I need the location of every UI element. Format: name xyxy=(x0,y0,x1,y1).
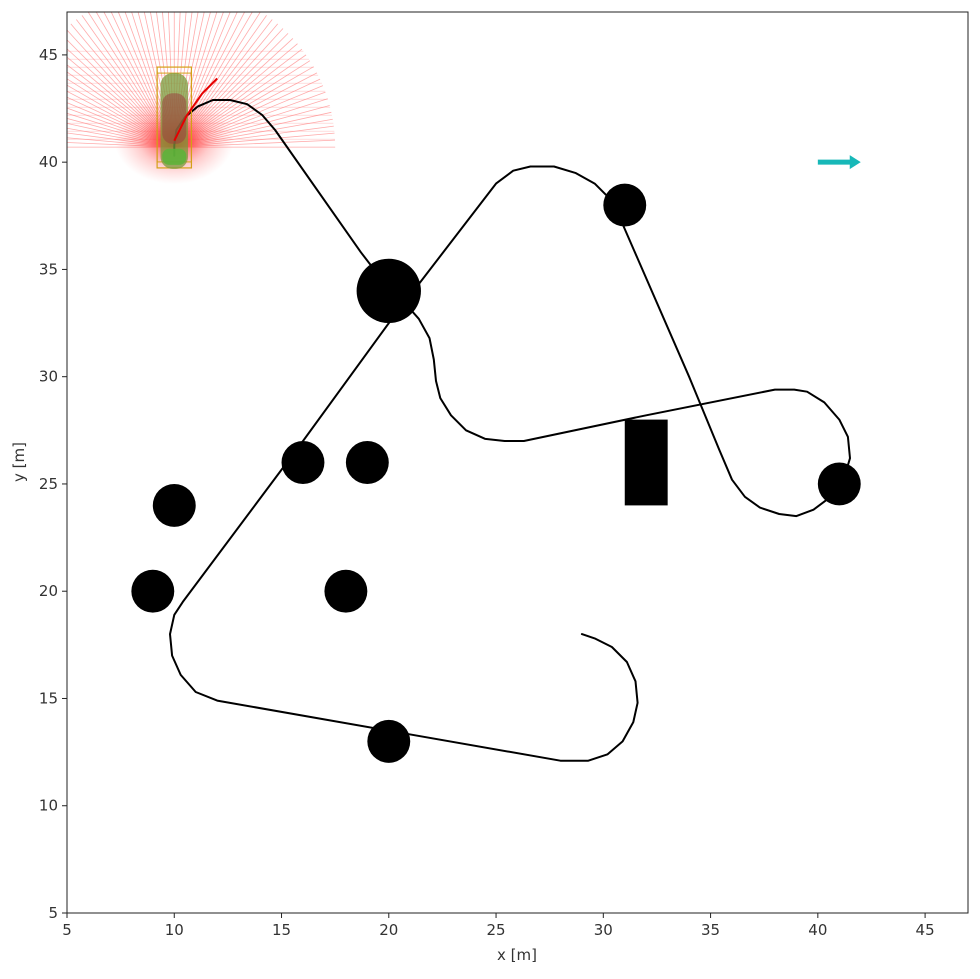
x-tick-label: 45 xyxy=(916,921,935,939)
x-tick-label: 25 xyxy=(487,921,506,939)
x-tick-label: 5 xyxy=(62,921,72,939)
predicted-trajectory xyxy=(173,77,218,142)
plot-area xyxy=(67,12,861,763)
y-tick-label: 10 xyxy=(39,797,58,815)
obstacle-circle xyxy=(356,258,421,324)
obstacle-circle xyxy=(367,719,411,763)
obstacle-circle xyxy=(324,569,368,613)
y-tick-label: 25 xyxy=(39,475,58,493)
obstacle-circle xyxy=(817,462,861,506)
x-tick-label: 20 xyxy=(379,921,398,939)
axes: 5 10 15 20 25 30 35 40 45 5 10 15 20 25 30 35 40 45 xyxy=(39,46,935,939)
vehicle-cabin xyxy=(162,93,187,144)
y-tick-label: 15 xyxy=(39,689,58,707)
y-tick-label: 20 xyxy=(39,582,58,600)
y-tick-label: 40 xyxy=(39,153,58,171)
x-tick-label: 35 xyxy=(701,921,720,939)
x-tick-label: 40 xyxy=(808,921,827,939)
obstacle-circle xyxy=(281,441,325,484)
obstacle-circle xyxy=(603,183,647,227)
x-tick-label: 30 xyxy=(594,921,613,939)
obstacle-rect xyxy=(624,419,668,506)
obstacle-circle xyxy=(152,483,196,527)
y-tick-label: 45 xyxy=(39,46,58,64)
x-tick-label: 10 xyxy=(165,921,184,939)
vehicle-start-marker xyxy=(162,148,187,165)
plot-frame xyxy=(66,11,969,914)
y-tick-label: 30 xyxy=(39,368,58,386)
goal-arrow-head xyxy=(849,155,861,170)
y-tick-label: 5 xyxy=(48,904,58,922)
y-axis-label: y [m] xyxy=(10,442,28,482)
y-tick-label: 35 xyxy=(39,260,58,278)
x-tick-label: 15 xyxy=(272,921,291,939)
x-axis-label: x [m] xyxy=(497,946,537,964)
obstacle-circle xyxy=(131,569,175,613)
obstacle-circle xyxy=(345,441,389,484)
